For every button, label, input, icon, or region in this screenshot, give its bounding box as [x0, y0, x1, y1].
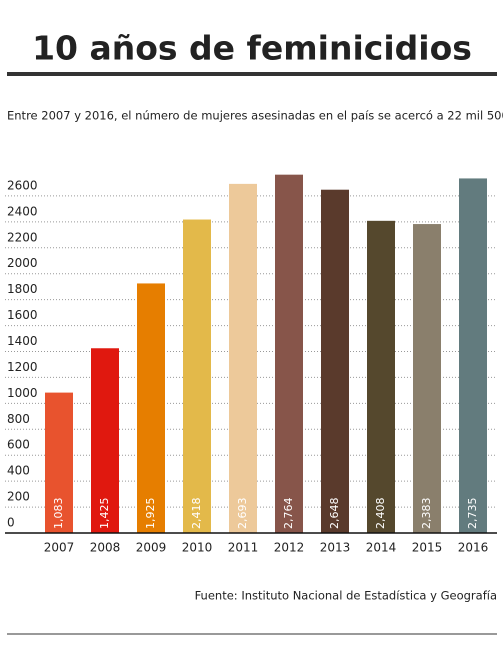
y-tick-label: 1200 [7, 360, 38, 374]
bar [459, 178, 487, 533]
value-label: 2,735 [466, 498, 479, 530]
value-label: 1,425 [98, 498, 111, 530]
value-label: 2,693 [236, 498, 249, 530]
y-tick-label: 2200 [7, 230, 38, 244]
value-label: 2,648 [328, 498, 341, 530]
value-label: 2,383 [420, 498, 433, 530]
bar [183, 219, 211, 534]
value-label: 2,408 [374, 498, 387, 530]
subtitle: Entre 2007 y 2016, el número de mujeres … [7, 109, 503, 123]
y-tick-label: 600 [7, 438, 30, 452]
x-tick-label: 2011 [228, 541, 259, 555]
y-tick-label: 1600 [7, 308, 38, 322]
y-tick-label: 400 [7, 464, 30, 478]
y-tick-label: 200 [7, 490, 30, 504]
bar [45, 392, 73, 533]
bar [367, 220, 395, 533]
x-tick-label: 2014 [366, 541, 397, 555]
y-tick-label: 2000 [7, 256, 38, 270]
bar [413, 224, 441, 533]
y-tick-label: 2600 [7, 178, 38, 192]
x-tick-label: 2010 [182, 541, 213, 555]
chart-title: 10 años de feminicidios [32, 29, 472, 68]
bar [275, 174, 303, 533]
value-label: 1,925 [144, 498, 157, 530]
x-tick-label: 2007 [44, 541, 75, 555]
x-tick-label: 2012 [274, 541, 305, 555]
y-tick-label: 800 [7, 412, 30, 426]
bar [321, 189, 349, 533]
value-label: 1,083 [52, 498, 65, 530]
bar [137, 283, 165, 533]
y-tick-label: 1000 [7, 386, 38, 400]
x-tick-label: 2016 [458, 541, 489, 555]
x-tick-label: 2015 [412, 541, 443, 555]
y-tick-label: 1800 [7, 282, 38, 296]
bar [229, 183, 257, 534]
value-label: 2,764 [282, 498, 295, 530]
y-tick-label: 2400 [7, 204, 38, 218]
y-tick-label: 0 [7, 516, 15, 530]
source: Fuente: Instituto Nacional de Estadístic… [195, 589, 497, 603]
x-tick-label: 2008 [90, 541, 121, 555]
y-tick-label: 1400 [7, 334, 38, 348]
bar [91, 348, 119, 533]
value-label: 2,418 [190, 498, 203, 530]
x-tick-label: 2013 [320, 541, 351, 555]
x-tick-label: 2009 [136, 541, 167, 555]
